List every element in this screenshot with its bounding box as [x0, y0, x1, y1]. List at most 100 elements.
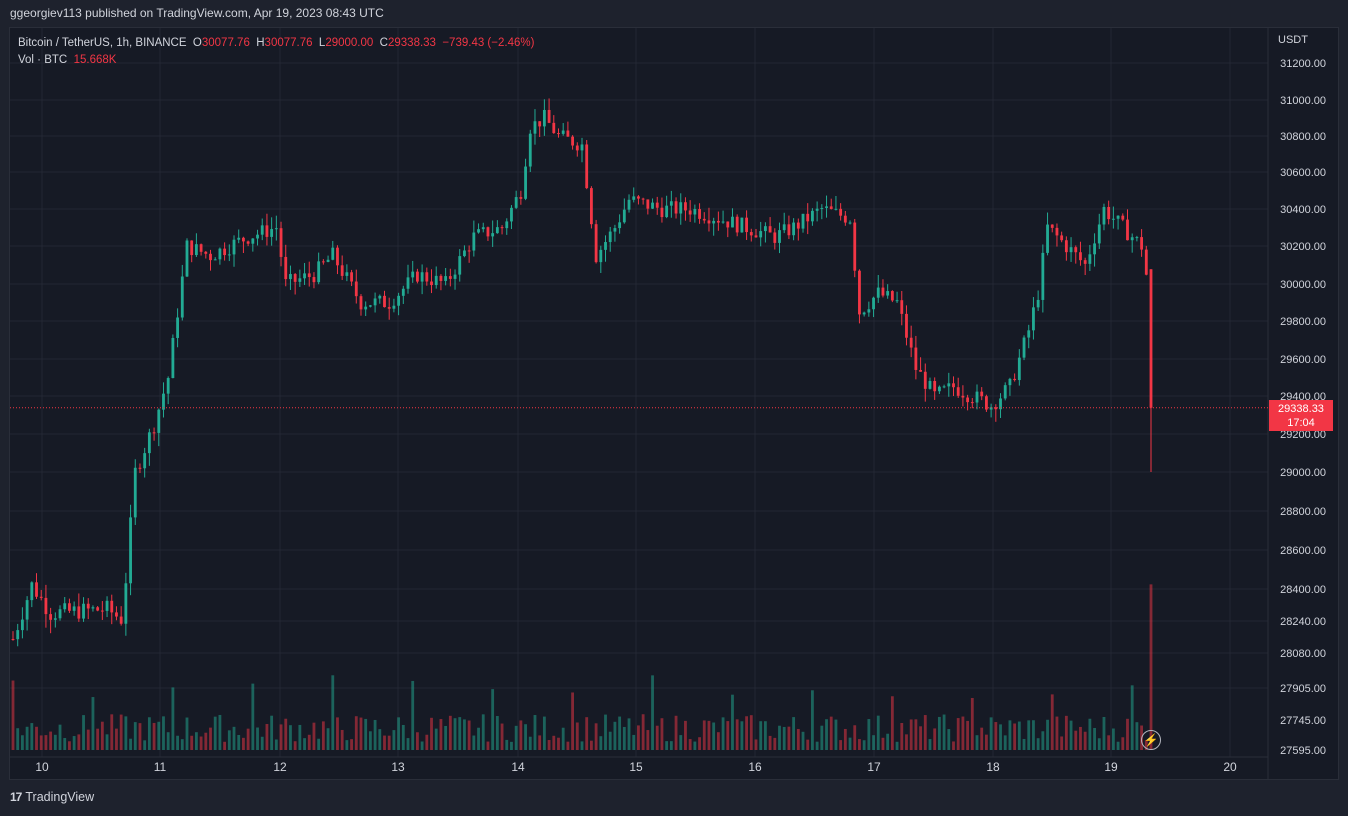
- volume-bar: [886, 733, 890, 750]
- chart-pane[interactable]: [9, 27, 1339, 780]
- candle-body: [180, 276, 184, 318]
- volume-bar: [1121, 737, 1125, 750]
- candle-body: [284, 256, 288, 280]
- candle-body: [712, 220, 716, 224]
- candle-body: [124, 583, 128, 624]
- candle-body: [204, 251, 208, 254]
- volume-bar: [25, 726, 29, 750]
- candle-body: [999, 398, 1002, 410]
- volume-bar: [1149, 584, 1153, 750]
- volume-bar: [354, 716, 358, 750]
- candle-body: [49, 614, 53, 620]
- volume-bar: [1036, 738, 1040, 750]
- volume-bar: [848, 737, 852, 750]
- candle-body: [25, 600, 29, 620]
- volume-bar: [1130, 685, 1134, 750]
- candle-body: [397, 295, 401, 306]
- volume-bar: [143, 740, 147, 750]
- volume-bar: [843, 728, 847, 750]
- volume-bar: [575, 722, 579, 750]
- volume-bar: [589, 740, 593, 750]
- price-tick-label: 28400.00: [1280, 584, 1326, 596]
- candle-body: [594, 224, 598, 263]
- candle-body: [571, 136, 575, 146]
- volume-bar: [787, 726, 791, 750]
- candle-body: [364, 306, 368, 310]
- volume-bar: [1093, 727, 1096, 750]
- candle-body: [627, 199, 631, 210]
- volume-bar: [378, 729, 382, 750]
- volume-bar: [862, 740, 866, 750]
- volume-bar: [622, 726, 626, 750]
- candle-body: [420, 272, 424, 282]
- volume-bar: [608, 731, 612, 750]
- candle-body: [731, 216, 734, 228]
- candle-body: [1079, 252, 1082, 261]
- volume-bar: [716, 732, 720, 750]
- candle-body: [768, 226, 772, 233]
- time-axis-label: 13: [391, 760, 405, 774]
- candle-body: [20, 619, 24, 631]
- volume-bar: [336, 717, 339, 750]
- volume-bar: [110, 714, 114, 750]
- candle-body: [937, 386, 941, 392]
- candle-body: [1088, 254, 1092, 264]
- volume-bar: [251, 683, 255, 750]
- candle-body: [270, 229, 274, 237]
- volume-bar: [209, 727, 212, 750]
- volume-bar: [1116, 741, 1120, 750]
- volume-bar: [190, 735, 194, 750]
- volume-bar: [975, 735, 979, 750]
- price-tick-label: 28240.00: [1280, 616, 1326, 628]
- volume-bar: [20, 735, 24, 750]
- price-tick-label: 28080.00: [1280, 648, 1326, 660]
- candle-body: [416, 271, 419, 282]
- symbol-label[interactable]: Bitcoin / TetherUS, 1h, BINANCE: [18, 37, 187, 49]
- candle-body: [143, 453, 147, 469]
- time-axis-label: 20: [1223, 760, 1237, 774]
- volume-bar: [792, 717, 796, 750]
- candle-body: [707, 220, 711, 224]
- candle-body: [242, 237, 245, 242]
- candle-body: [618, 222, 622, 229]
- candle-body: [886, 291, 890, 296]
- candle-body: [1083, 260, 1087, 264]
- volume-bar: [900, 722, 904, 750]
- candle-body: [900, 300, 904, 314]
- volume-bar: [434, 728, 438, 750]
- candle-body: [336, 247, 339, 266]
- volume-bar: [242, 737, 245, 750]
- candle-body: [317, 261, 321, 283]
- volume-bar: [928, 739, 932, 750]
- price-tick-label: 27905.00: [1280, 683, 1326, 695]
- volume-label[interactable]: Vol · BTC: [18, 54, 68, 66]
- candle-body: [1064, 240, 1068, 253]
- candle-body: [1126, 219, 1129, 241]
- volume-bar: [495, 716, 499, 750]
- candle-body: [44, 597, 48, 615]
- candle-body: [542, 109, 546, 127]
- candle-body: [961, 395, 965, 398]
- volume-bar: [119, 714, 123, 750]
- candle-body: [1149, 269, 1153, 408]
- volume-bar: [528, 736, 532, 750]
- price-axis-unit[interactable]: USDT: [1278, 34, 1308, 46]
- candle-body: [839, 208, 843, 216]
- volume-bar: [444, 725, 448, 750]
- footer-branding[interactable]: 17 TradingView: [10, 790, 94, 804]
- lightning-icon[interactable]: ⚡: [1141, 730, 1161, 750]
- volume-bar: [505, 739, 509, 750]
- volume-bar: [147, 717, 151, 750]
- candle-body: [778, 230, 781, 243]
- candle-body: [580, 144, 584, 151]
- volume-bar: [307, 734, 311, 750]
- volume-bar: [655, 725, 659, 750]
- candle-body: [368, 305, 372, 307]
- candle-body: [561, 130, 565, 134]
- volume-bar: [420, 741, 424, 750]
- volume-bar: [430, 717, 433, 750]
- volume-bar: [519, 720, 523, 750]
- candle-body: [1003, 385, 1007, 399]
- candle-body: [63, 603, 67, 610]
